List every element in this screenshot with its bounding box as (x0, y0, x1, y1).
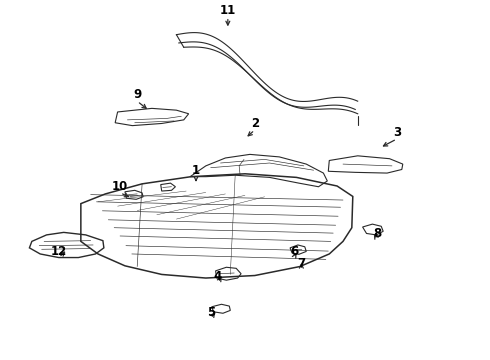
Text: 11: 11 (220, 4, 236, 17)
Text: 5: 5 (207, 306, 215, 319)
Text: 7: 7 (297, 257, 305, 270)
Text: 12: 12 (50, 244, 67, 257)
Text: 9: 9 (133, 88, 141, 101)
Text: 4: 4 (214, 270, 222, 283)
Text: 3: 3 (393, 126, 401, 139)
Text: 1: 1 (192, 164, 200, 177)
Text: 2: 2 (251, 117, 259, 130)
Text: 10: 10 (112, 180, 128, 193)
Text: 6: 6 (290, 244, 298, 257)
Text: 8: 8 (373, 226, 381, 239)
